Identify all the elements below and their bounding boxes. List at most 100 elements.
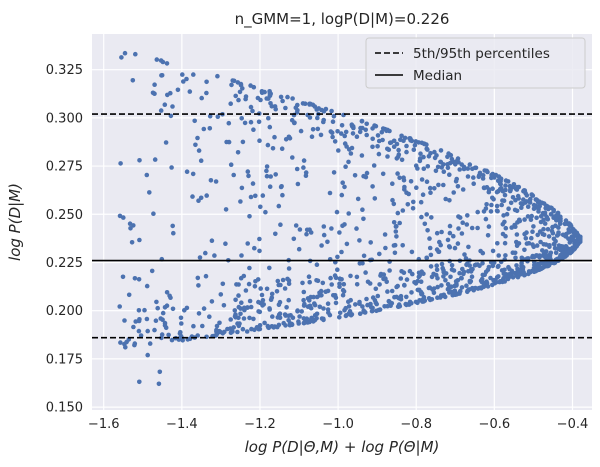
- data-point: [375, 133, 381, 138]
- data-point: [290, 96, 295, 101]
- data-point: [348, 273, 353, 279]
- data-point: [370, 184, 375, 189]
- data-point: [342, 133, 348, 139]
- data-point: [162, 305, 168, 310]
- y-axis-ticks: 0.150 0.175 0.200 0.225 0.250 0.275 0.300 0.325: [46, 63, 83, 415]
- data-point: [447, 172, 452, 177]
- data-point: [459, 285, 465, 290]
- data-point: [398, 293, 404, 299]
- data-point: [268, 174, 274, 179]
- data-point: [335, 254, 340, 260]
- data-point: [527, 200, 533, 205]
- data-point: [180, 72, 185, 77]
- data-point: [278, 184, 284, 190]
- data-point: [520, 264, 526, 270]
- data-point: [460, 266, 465, 272]
- data-point: [228, 162, 234, 167]
- data-point: [328, 129, 334, 134]
- data-point: [497, 279, 502, 285]
- data-point: [293, 105, 299, 110]
- data-point: [129, 240, 135, 245]
- data-point: [287, 322, 293, 328]
- data-point: [240, 326, 246, 332]
- data-point: [328, 275, 333, 281]
- data-point: [236, 293, 241, 298]
- data-point: [303, 170, 309, 175]
- data-point: [568, 222, 573, 227]
- data-point: [201, 126, 207, 132]
- data-point: [419, 177, 425, 182]
- data-point: [464, 222, 470, 227]
- data-point: [339, 277, 344, 282]
- data-point: [531, 224, 536, 229]
- data-point: [488, 209, 494, 214]
- x-axis-label: log P(D|Θ,M) + log P(Θ|M): [245, 438, 440, 456]
- data-point: [404, 294, 409, 300]
- data-point: [224, 139, 229, 145]
- data-point: [256, 119, 262, 125]
- data-point: [489, 172, 494, 178]
- data-point: [441, 269, 447, 275]
- data-point: [128, 226, 133, 231]
- data-point: [417, 273, 423, 278]
- data-point: [304, 231, 309, 237]
- data-point: [257, 236, 262, 242]
- data-point: [490, 186, 495, 191]
- data-point: [277, 315, 283, 321]
- data-point: [404, 149, 409, 155]
- data-point: [429, 215, 434, 220]
- data-point: [169, 165, 174, 170]
- data-point: [273, 106, 279, 112]
- data-point: [235, 329, 240, 335]
- data-point: [235, 150, 241, 155]
- data-point: [502, 240, 508, 246]
- data-point: [447, 244, 453, 250]
- data-point: [171, 230, 176, 236]
- data-point: [451, 190, 457, 195]
- data-point: [396, 152, 402, 157]
- data-point: [179, 321, 184, 326]
- data-point: [284, 305, 289, 310]
- data-point: [357, 129, 363, 135]
- data-point: [264, 286, 270, 292]
- data-point: [228, 317, 233, 322]
- data-point: [386, 298, 392, 304]
- data-point: [375, 293, 381, 299]
- data-point: [404, 143, 409, 149]
- data-point: [514, 243, 520, 248]
- data-point: [250, 108, 255, 114]
- data-point: [559, 244, 564, 249]
- data-point: [399, 133, 404, 139]
- data-point: [397, 220, 403, 226]
- data-point: [258, 286, 264, 291]
- data-point: [339, 249, 344, 255]
- data-point: [214, 323, 220, 329]
- data-point: [449, 156, 455, 162]
- data-point: [524, 241, 530, 246]
- data-point: [551, 241, 557, 247]
- data-point: [459, 231, 465, 236]
- data-point: [193, 142, 198, 148]
- data-point: [343, 129, 349, 135]
- data-point: [413, 139, 419, 144]
- data-point: [170, 104, 175, 109]
- data-point: [331, 170, 337, 175]
- data-point: [339, 131, 344, 136]
- data-point: [133, 319, 138, 324]
- data-point: [136, 308, 142, 313]
- data-point: [298, 128, 304, 134]
- data-point: [477, 170, 483, 176]
- data-point: [243, 288, 249, 293]
- data-point: [372, 298, 378, 303]
- data-point: [118, 161, 123, 166]
- data-point: [401, 177, 407, 183]
- data-point: [299, 309, 305, 314]
- data-point: [460, 187, 466, 192]
- data-point: [158, 316, 163, 321]
- data-point: [279, 146, 285, 151]
- data-point: [195, 275, 201, 281]
- data-point: [252, 284, 258, 289]
- data-point: [441, 182, 446, 188]
- data-point: [485, 267, 491, 273]
- data-point: [374, 301, 380, 307]
